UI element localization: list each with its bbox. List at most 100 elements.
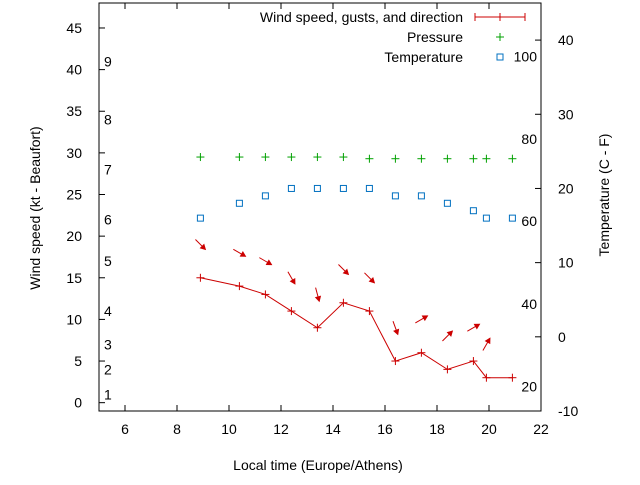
arrow-head [314,295,322,303]
y-tick-label: 25 [66,187,82,203]
wind-point [196,273,205,282]
wind-direction-arrow [233,248,247,257]
arrow-head [421,315,429,322]
y-tick-label: 35 [66,103,82,119]
y-axis-title: Wind speed (kt - Beaufort) [27,126,43,289]
pressure-point [508,154,517,163]
wind-direction-arrow [259,257,273,266]
pressure-point [261,153,270,162]
legend-item: Temperature [384,49,504,65]
x-tick-label: 18 [429,421,445,437]
x-tick-label: 22 [533,421,549,437]
legend-swatch-square [496,53,504,61]
wind-direction-arrow [467,323,481,332]
beaufort-label: 9 [104,53,112,69]
wind-point [508,373,517,382]
wind-series [196,273,517,382]
beaufort-label: 7 [104,162,112,178]
beaufort-label: 3 [104,336,112,352]
arrow-head [393,328,400,336]
wind-direction-arrow [314,287,322,303]
fahrenheit-label: 20 [521,379,537,395]
pressure-point [443,154,452,163]
pressure-point [482,154,491,163]
arrow-head [239,251,247,257]
y2-axis-title: Temperature (C - F) [596,134,612,257]
temperature-point [391,192,399,200]
beaufort-label: 1 [104,386,112,402]
wind-point [365,307,374,316]
temperature-point [313,184,321,192]
wind-point [339,298,348,307]
x-tick-label: 20 [481,421,497,437]
axis-ticks [99,3,542,412]
y2-tick-label: 30 [558,106,574,122]
wind-point [261,290,270,299]
arrow-head [368,276,376,284]
temperature-point [508,214,516,222]
pressure-point [313,153,322,162]
legend-item: Wind speed, gusts, and direction [260,9,526,25]
pressure-point [391,154,400,163]
wind-direction-arrow [482,337,491,351]
pressure-point [417,154,426,163]
temperature-point [261,192,269,200]
wind-point [313,323,322,332]
temperature-point [339,184,347,192]
x-tick-label: 14 [325,421,341,437]
legend: Wind speed, gusts, and direction Pressure… [260,9,526,65]
x-tick-label: 16 [377,421,393,437]
fahrenheit-label: 100 [514,48,538,64]
wind-direction-arrows [195,239,491,351]
temperature-series [196,184,516,222]
y2-tick-label: 10 [558,255,574,271]
wind-point [235,282,244,291]
temperature-point [287,184,295,192]
x-tick-label: 8 [173,421,181,437]
pressure-point [339,153,348,162]
wind-point [391,357,400,366]
arrow-head [473,323,481,330]
pressure-series [196,153,517,163]
y-tick-label: 30 [66,145,82,161]
x-axis-title: Local time (Europe/Athens) [233,457,403,473]
y-tick-label: 15 [66,270,82,286]
y-tick-label: 10 [66,311,82,327]
arrow-head [342,268,350,276]
fahrenheit-label: 40 [521,296,537,312]
wind-point [482,373,491,382]
temperature-point [417,192,425,200]
x-axis-tick-labels: 6 8 10 12 14 16 18 20 22 [121,421,549,437]
x-tick-label: 12 [273,421,289,437]
arrow-head [265,259,273,266]
temperature-point [365,184,373,192]
beaufort-label: 4 [104,303,112,319]
arrow-head [484,337,491,345]
temperature-point [196,214,204,222]
fahrenheit-label: 80 [521,131,537,147]
arrow-head [289,277,296,285]
pressure-point [287,153,296,162]
x-tick-label: 10 [221,421,237,437]
arrow-head [446,330,454,337]
wind-direction-arrow [338,264,350,276]
wind-direction-arrow [392,320,400,336]
wind-direction-arrow [442,330,454,342]
pressure-point [469,154,478,163]
wind-direction-arrow [195,239,207,251]
wind-point [287,307,296,316]
wind-direction-arrow [364,272,376,284]
fahrenheit-label: 60 [521,213,537,229]
beaufort-label: 5 [104,253,112,269]
y-tick-label: 40 [66,62,82,78]
wind-point [443,365,452,374]
legend-item: Pressure [407,29,504,45]
y2-tick-label: 20 [558,180,574,196]
y-tick-label: 0 [74,395,82,411]
legend-label: Pressure [407,29,463,45]
y-axis-tick-labels: 0 5 10 15 20 25 30 35 40 45 [66,20,82,411]
y-tick-label: 20 [66,228,82,244]
temperature-point [443,199,451,207]
